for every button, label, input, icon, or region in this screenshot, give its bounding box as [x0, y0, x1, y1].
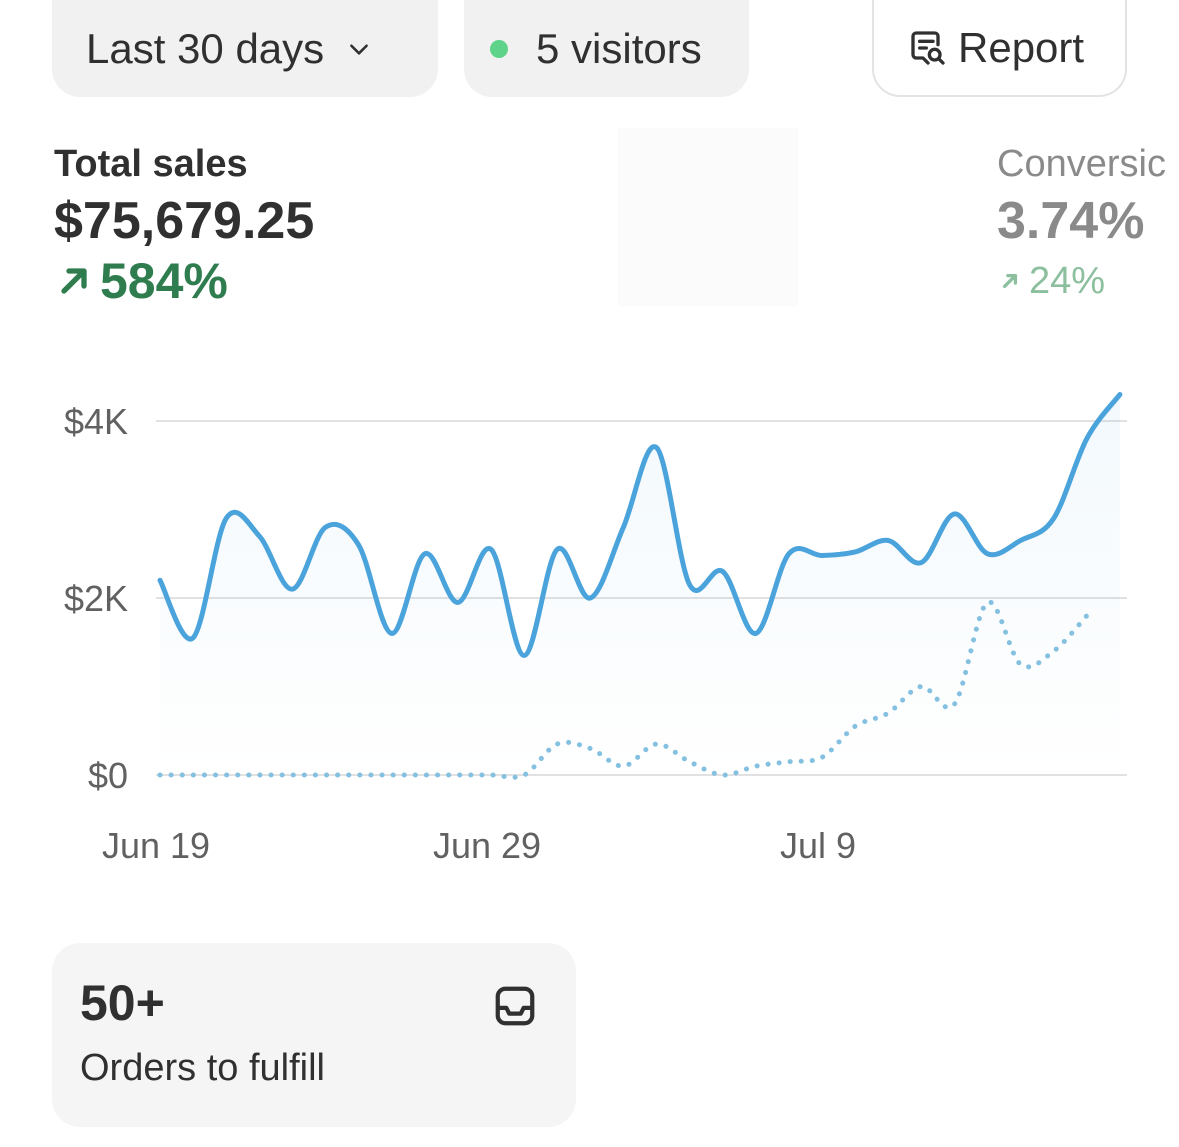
- y-tick-label: $4K: [64, 401, 128, 442]
- orders-count: 50+: [80, 975, 165, 1031]
- sales-line-chart[interactable]: $0 $2K $4K Jun 19 Jun 29 Jul 9: [0, 360, 1179, 890]
- arrow-up-right-icon: [54, 261, 94, 301]
- series-line-current: [157, 391, 1123, 659]
- report-button[interactable]: Report: [872, 0, 1127, 97]
- series-line-comparison: [157, 599, 1090, 780]
- conversion-change: 24%: [997, 252, 1179, 310]
- total-sales-change-value: 584%: [100, 253, 228, 309]
- arrow-up-right-icon: [997, 268, 1023, 294]
- x-tick-label: Jun 29: [433, 825, 541, 866]
- live-indicator-dot: [490, 39, 508, 58]
- x-tick-label: Jun 19: [102, 825, 210, 866]
- orders-label: Orders to fulfill: [80, 1047, 325, 1089]
- y-tick-label: $2K: [64, 578, 128, 619]
- chevron-down-icon: [346, 36, 372, 62]
- report-label: Report: [958, 23, 1085, 71]
- total-sales-change: 584%: [54, 252, 314, 310]
- live-visitors-pill[interactable]: 5 visitors: [464, 0, 749, 97]
- report-search-icon: [908, 28, 948, 68]
- date-range-selector[interactable]: Last 30 days: [52, 0, 438, 97]
- inbox-icon: [492, 983, 538, 1029]
- date-range-label: Last 30 days: [86, 24, 325, 72]
- y-tick-label: $0: [88, 755, 128, 796]
- series-area: [160, 394, 1120, 775]
- total-sales-value: $75,679.25: [54, 192, 315, 250]
- conversion-change-value: 24%: [1029, 260, 1106, 302]
- total-sales-label: Total sales: [54, 143, 248, 185]
- conversion-label: Conversic: [997, 143, 1166, 185]
- orders-to-fulfill-card[interactable]: 50+ Orders to fulfill: [52, 943, 576, 1127]
- x-tick-label: Jul 9: [780, 825, 856, 866]
- visitors-label: 5 visitors: [536, 24, 702, 72]
- conversion-metric[interactable]: Conversic 3.74% 24%: [997, 140, 1179, 310]
- conversion-value: 3.74%: [997, 192, 1145, 250]
- total-sales-metric[interactable]: Total sales $75,679.25 584%: [54, 140, 314, 310]
- metric-placeholder: [618, 128, 798, 306]
